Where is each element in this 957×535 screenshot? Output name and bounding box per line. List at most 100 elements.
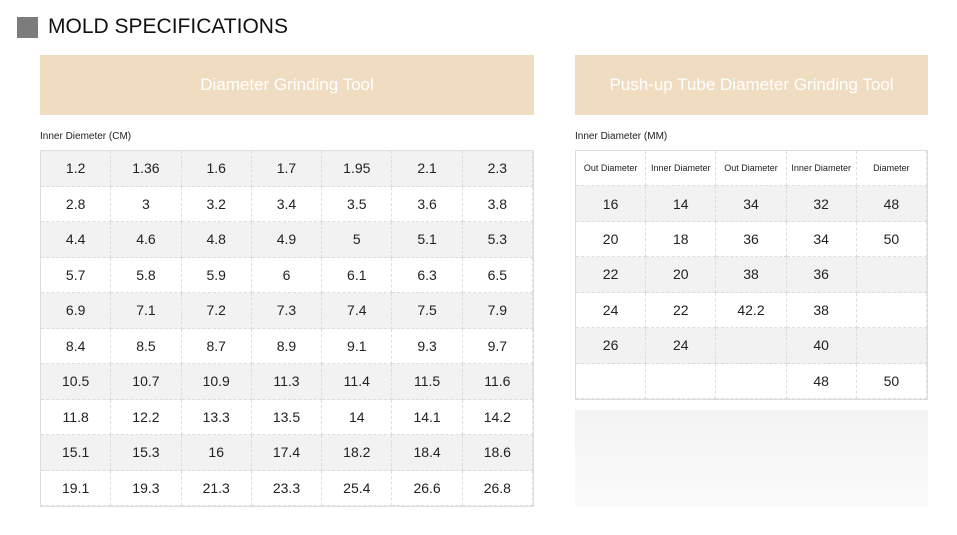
- table-cell: 7.1: [111, 293, 182, 329]
- table-cell: 34: [786, 221, 857, 258]
- table-cell: 42.2: [716, 292, 787, 329]
- table-cell: 2.3: [462, 151, 533, 187]
- table-cell: Inner Diameter: [646, 151, 717, 187]
- table-cell: 5.8: [111, 257, 182, 293]
- table-cell: 7.2: [181, 293, 252, 329]
- table-cell: 3.2: [181, 186, 252, 222]
- table-cell: 6.9: [41, 293, 112, 329]
- table-cell: 26.6: [392, 470, 463, 506]
- table-cell: 8.5: [111, 328, 182, 364]
- table-cell: 8.9: [251, 328, 323, 364]
- table-cell: 18.2: [322, 435, 393, 471]
- table-cell: 6.5: [462, 257, 533, 293]
- table: 1.2 1.36 1.6 1.7 1.95 2.1 2.3 2.8 3 3.2 3.4 3.5 3.6 3…: [40, 150, 534, 507]
- table-label: Inner Diemeter (CM): [40, 131, 132, 142]
- table-cell: 5.3: [462, 222, 533, 258]
- table-cell: 9.1: [322, 328, 393, 364]
- table-cell: 18: [646, 221, 717, 258]
- table-cell: 50: [856, 363, 927, 399]
- table-cell: 36: [786, 257, 857, 293]
- table-cell: 10.9: [181, 364, 252, 400]
- table-cell: 3: [111, 186, 182, 222]
- table-cell: 3.5: [322, 186, 393, 222]
- table-cell: 3.8: [462, 186, 533, 222]
- table-cell: 14: [322, 399, 393, 435]
- table-cell: 3.4: [251, 186, 323, 222]
- table-cell: 22: [646, 292, 717, 329]
- table-cell: 13.5: [251, 399, 323, 435]
- table-cell: 5.9: [181, 257, 252, 293]
- table-label: Inner Diameter (MM): [575, 131, 668, 142]
- table-cell: 8.7: [181, 328, 252, 364]
- table-cell: 1.2: [41, 151, 112, 187]
- table-cell: [856, 328, 927, 364]
- table-cell: 16: [181, 435, 252, 471]
- table-cell: 14.1: [392, 399, 463, 435]
- table-cell: 9.7: [462, 328, 533, 364]
- table-cell: Out Diameter: [716, 151, 787, 187]
- table-cell: 25.4: [322, 470, 393, 506]
- table-cell: 10.7: [111, 364, 182, 400]
- table-cell: 22: [576, 257, 647, 293]
- table-cell: 18.4: [392, 435, 463, 471]
- table-cell: 12.2: [111, 399, 182, 435]
- table-cell: 8.4: [41, 328, 112, 364]
- table-cell: 20: [646, 257, 717, 293]
- table-cell: 38: [716, 257, 787, 293]
- table-cell: 24: [646, 328, 717, 364]
- table-cell: 16: [576, 186, 647, 222]
- table-cell: 4.6: [111, 222, 182, 258]
- page-title: MOLD SPECIFICATIONS: [48, 15, 288, 38]
- table-cell: 11.6: [462, 364, 533, 400]
- table-cell: 20: [576, 221, 647, 258]
- table-cell: 7.3: [251, 293, 323, 329]
- table-cell: 4.8: [181, 222, 252, 258]
- table-cell: [716, 328, 787, 364]
- table-cell: 38: [786, 292, 857, 329]
- table-cell: 23.3: [251, 470, 323, 506]
- table-cell: 7.9: [462, 293, 533, 329]
- table-cell: 7.5: [392, 293, 463, 329]
- banner: Diameter Grinding Tool: [40, 55, 534, 115]
- table-cell: 1.6: [181, 151, 252, 187]
- table-cell: 36: [716, 221, 787, 258]
- table-cell: 7.4: [322, 293, 393, 329]
- table-cell: 14.2: [462, 399, 533, 435]
- table-cell: 1.36: [111, 151, 182, 187]
- table-cell: 1.7: [251, 151, 323, 187]
- table-cell: 26: [576, 328, 647, 364]
- table-cell: [646, 363, 717, 399]
- table-cell: 11.3: [251, 364, 323, 400]
- banner: Push-up Tube Diameter Grinding Tool: [575, 55, 928, 115]
- table-cell: 48: [856, 186, 927, 222]
- table-cell: 1.95: [322, 151, 393, 187]
- table-cell: 32: [786, 186, 857, 222]
- table-cell: [716, 363, 787, 399]
- table-cell: 4.9: [251, 222, 323, 258]
- table-cell: 6: [251, 257, 323, 293]
- table-cell: 19.1: [41, 470, 112, 506]
- table-cell: 21.3: [181, 470, 252, 506]
- table-cell: [576, 363, 647, 399]
- table-cell: 5.1: [392, 222, 463, 258]
- table-cell: 24: [576, 292, 647, 329]
- table-cell: 34: [716, 186, 787, 222]
- table-cell: 4.4: [41, 222, 112, 258]
- table-cell: 5: [322, 222, 393, 258]
- table-cell: 40: [786, 328, 857, 364]
- table-cell: 48: [786, 363, 857, 399]
- table-cell: [856, 292, 927, 329]
- title-icon: [17, 17, 38, 38]
- table-cell: 50: [856, 221, 927, 258]
- table-cell: 6.3: [392, 257, 463, 293]
- table-cell: 14: [646, 186, 717, 222]
- table-cell: Diameter: [856, 151, 927, 187]
- table-cell: 3.6: [392, 186, 463, 222]
- table-cell: Inner Diameter: [786, 151, 857, 187]
- placeholder: [575, 410, 928, 507]
- table-cell: 26.8: [462, 470, 533, 506]
- table-cell: 10.5: [41, 364, 112, 400]
- table-cell: 15.3: [111, 435, 182, 471]
- table-cell: 18.6: [462, 435, 533, 471]
- table: Out Diameter Inner Diameter Out Diameter In…: [575, 150, 928, 400]
